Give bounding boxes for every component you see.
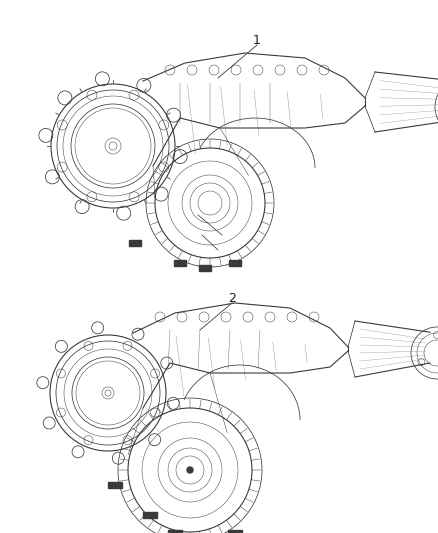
Bar: [228, 530, 242, 533]
Text: 2: 2: [228, 292, 236, 304]
Bar: [143, 512, 157, 518]
Bar: [174, 260, 186, 266]
Circle shape: [187, 467, 193, 473]
Bar: [199, 265, 211, 271]
Bar: [168, 530, 182, 533]
Bar: [229, 260, 241, 266]
Bar: [108, 482, 122, 488]
Bar: [129, 240, 141, 246]
Text: 1: 1: [253, 34, 261, 46]
